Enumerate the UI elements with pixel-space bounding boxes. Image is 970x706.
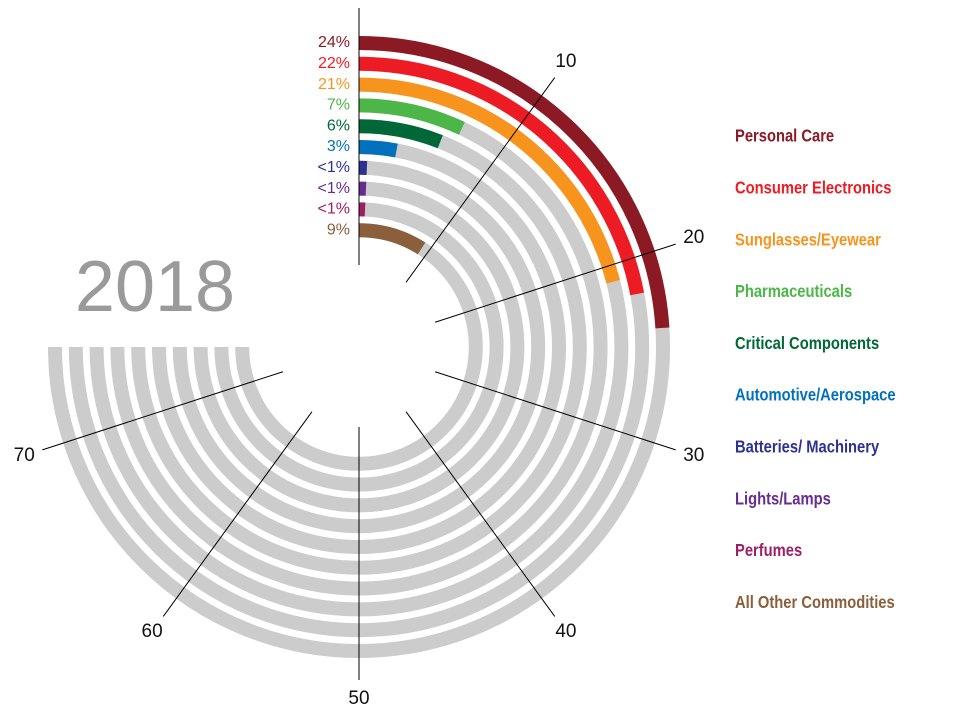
legend-label: Automotive/Aerospace — [735, 385, 896, 405]
tick-line — [434, 371, 676, 451]
track — [131, 119, 587, 575]
track — [193, 181, 525, 513]
bar — [358, 98, 465, 135]
tick-label: 70 — [14, 445, 35, 466]
legend-label: Personal Care — [735, 126, 834, 146]
bar — [358, 36, 670, 329]
legend-label: Critical Components — [735, 334, 879, 354]
data-label: 9% — [327, 221, 350, 238]
tick-line — [405, 77, 556, 283]
tick-label: 20 — [683, 227, 704, 248]
data-label: 22% — [318, 55, 350, 72]
legend-label: Consumer Electronics — [735, 178, 891, 198]
chart-title: 2018 — [75, 247, 235, 327]
tick-line — [162, 411, 313, 617]
tick-label: 10 — [555, 51, 576, 72]
data-label: <1% — [318, 201, 350, 218]
tick-line — [434, 243, 676, 323]
bar — [358, 56, 645, 296]
legend-label: Lights/Lamps — [735, 489, 831, 509]
bar — [358, 223, 426, 255]
legend-label: Sunglasses/Eyewear — [735, 230, 881, 250]
legend-label: Perfumes — [735, 541, 802, 561]
data-label: <1% — [318, 180, 350, 197]
legend-label: All Other Commodities — [735, 593, 895, 613]
legend-label: Batteries/ Machinery — [735, 437, 880, 457]
legend-label: Pharmaceuticals — [735, 282, 852, 302]
bar — [358, 77, 620, 284]
bar — [358, 119, 443, 149]
track — [172, 160, 546, 534]
bar — [358, 140, 398, 158]
data-label: 21% — [318, 76, 350, 93]
data-label: <1% — [318, 159, 350, 176]
data-label: 3% — [327, 138, 350, 155]
tick-line — [405, 411, 556, 617]
tick-label: 60 — [142, 621, 163, 642]
tick-label: 50 — [348, 688, 369, 706]
track — [110, 98, 608, 596]
data-label: 24% — [318, 34, 350, 51]
track — [235, 223, 483, 471]
data-label: 7% — [327, 97, 350, 114]
track — [214, 202, 504, 492]
data-label: 6% — [327, 117, 350, 134]
tick-line — [42, 371, 284, 451]
tick-label: 40 — [555, 621, 576, 642]
tick-label: 30 — [683, 445, 704, 466]
track — [152, 140, 566, 554]
